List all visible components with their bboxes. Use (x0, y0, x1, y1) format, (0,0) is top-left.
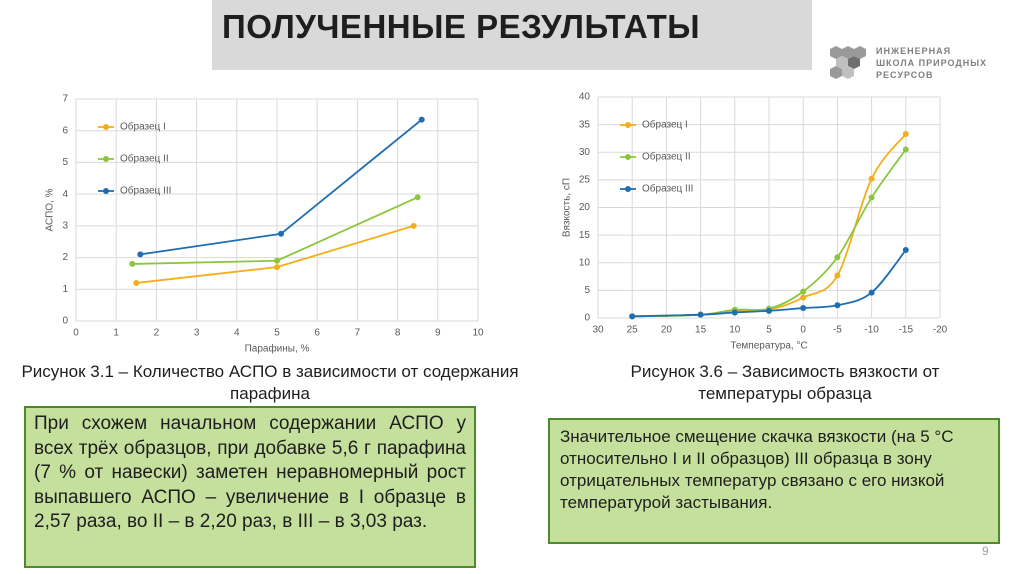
x-tick-label: 20 (661, 325, 673, 336)
x-tick-label: 5 (274, 328, 280, 339)
x-tick-label: -15 (899, 325, 914, 336)
data-point (868, 289, 875, 296)
x-tick-label: 7 (355, 328, 361, 339)
y-tick-label: 0 (584, 313, 590, 324)
y-tick-label: 40 (579, 92, 591, 103)
title-box (212, 0, 812, 70)
y-tick-label: 4 (62, 189, 68, 200)
y-axis-label: АСПО, % (45, 188, 56, 231)
data-point (629, 313, 636, 320)
x-tick-label: 6 (314, 328, 320, 339)
logo-text: ИНЖЕНЕРНАЯ (876, 46, 952, 56)
y-tick-label: 15 (579, 230, 591, 241)
figure-caption: Рисунок 3.1 – Количество АСПО в зависимо… (21, 362, 519, 403)
data-point (766, 307, 772, 314)
legend-marker (625, 122, 631, 128)
legend-label: Образец I (642, 119, 688, 131)
data-point (834, 272, 841, 279)
y-tick-label: 5 (62, 157, 68, 168)
data-point (410, 222, 417, 229)
note-box: При схожем начальном содержании АСПО у в… (24, 406, 476, 568)
x-tick-label: 5 (766, 325, 772, 336)
x-tick-label: 3 (194, 328, 200, 339)
x-tick-label: 4 (234, 328, 240, 339)
data-point (697, 311, 704, 318)
data-point (278, 230, 285, 237)
x-tick-label: 0 (800, 325, 806, 336)
data-point (868, 175, 875, 182)
x-tick-label: 2 (154, 328, 160, 339)
x-tick-label: -5 (833, 325, 842, 336)
data-point (133, 279, 140, 286)
data-point (274, 264, 280, 271)
data-point (800, 305, 807, 312)
y-tick-label: 3 (62, 220, 68, 231)
legend-label: Образец II (642, 151, 691, 163)
logo-icon (830, 46, 866, 79)
y-tick-label: 20 (579, 202, 591, 213)
y-tick-label: 5 (584, 285, 590, 296)
x-tick-label: 10 (472, 328, 484, 339)
x-axis-label: Парафины, % (245, 343, 310, 355)
x-tick-label: -20 (933, 325, 948, 336)
y-tick-label: 1 (62, 284, 68, 295)
logo-text: РЕСУРСОВ (876, 70, 934, 80)
legend-marker (625, 186, 631, 192)
legend-marker (103, 124, 109, 130)
data-point (418, 116, 425, 123)
charts: 0 1 2 3 4 5 6 7 0 1 2 3 4 5 6 7 8 9 10 Парафины, % АСПО, % Об… (45, 92, 948, 355)
data-point (834, 254, 841, 261)
legend-marker (103, 188, 109, 194)
data-point (731, 309, 738, 316)
data-point (902, 247, 909, 254)
x-tick-label: -10 (864, 325, 879, 336)
data-point (834, 302, 841, 309)
x-tick-label: 0 (73, 328, 79, 339)
data-point (902, 146, 909, 153)
data-point (137, 251, 144, 258)
x-tick-label: 8 (395, 328, 401, 339)
y-tick-label: 25 (579, 175, 591, 186)
x-tick-label: 9 (435, 328, 441, 339)
data-point (414, 194, 421, 201)
x-tick-label: 10 (729, 325, 741, 336)
x-tick-label: 15 (695, 325, 707, 336)
figure-caption: Рисунок 3.6 – Зависимость вязкости от те… (630, 362, 940, 403)
legend-marker (625, 154, 631, 160)
data-point (902, 131, 909, 138)
x-tick-label: 25 (627, 325, 639, 336)
legend-label: Образец III (642, 183, 693, 195)
data-point (129, 260, 136, 267)
legend-label: Образец II (120, 153, 169, 165)
logo-text: ШКОЛА ПРИРОДНЫХ (876, 58, 988, 68)
data-point (800, 288, 807, 295)
y-tick-label: 35 (579, 119, 591, 130)
slide-title: ПОЛУЧЕННЫЕ РЕЗУЛЬТАТЫ (222, 8, 701, 45)
y-tick-label: 2 (62, 252, 68, 263)
data-point (274, 257, 280, 264)
series-line (132, 196, 419, 265)
page-number: 9 (982, 544, 989, 558)
y-tick-label: 0 (62, 316, 68, 327)
x-tick-label: 1 (113, 328, 119, 339)
data-point (800, 294, 807, 301)
legend-marker (103, 156, 109, 162)
x-axis-label: Температура, °С (730, 341, 807, 352)
y-tick-label: 6 (62, 125, 68, 136)
y-tick-label: 30 (579, 147, 591, 158)
legend-label: Образец III (120, 185, 171, 197)
y-axis-label: Вязкость, сП (562, 178, 573, 237)
x-tick-label: 30 (592, 325, 604, 336)
data-point (868, 194, 875, 201)
y-tick-label: 10 (579, 257, 591, 268)
y-tick-label: 7 (62, 94, 68, 105)
note-box: Значительное смещение скачка вязкости (н… (548, 418, 1000, 544)
legend-label: Образец I (120, 121, 166, 133)
